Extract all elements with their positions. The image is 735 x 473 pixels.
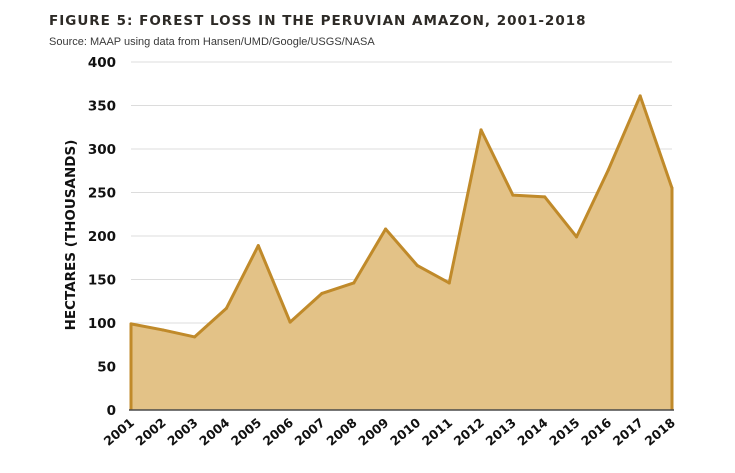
y-tick-350: 350	[88, 99, 116, 115]
x-tick-labels: 2001200220032004200520062007200820092010…	[101, 415, 678, 449]
data-point-2002	[161, 328, 165, 332]
y-tick-100: 100	[88, 316, 116, 332]
x-tick-2018: 2018	[642, 415, 678, 449]
y-tick-200: 200	[88, 229, 116, 245]
x-tick-2016: 2016	[578, 415, 615, 449]
x-tick-2006: 2006	[260, 415, 297, 449]
x-tick-2004: 2004	[196, 415, 233, 449]
data-point-2012	[479, 128, 483, 132]
area-fill	[131, 95, 672, 411]
data-point-2008	[352, 281, 356, 285]
x-tick-2014: 2014	[514, 415, 551, 449]
y-tick-400: 400	[88, 55, 116, 71]
x-tick-2010: 2010	[387, 415, 424, 449]
figure-source: Source: MAAP using data from Hansen/UMD/…	[49, 36, 375, 48]
x-tick-2013: 2013	[483, 415, 519, 449]
y-tick-0: 0	[107, 403, 116, 419]
figure-title: FIGURE 5: FOREST LOSS IN THE PERUVIAN AM…	[49, 13, 587, 29]
series-line	[129, 94, 674, 410]
x-tick-2009: 2009	[355, 415, 391, 449]
x-tick-2015: 2015	[546, 415, 582, 449]
data-point-2013	[511, 193, 515, 197]
y-tick-150: 150	[88, 273, 116, 289]
data-point-2003	[193, 335, 197, 339]
x-tick-2001: 2001	[101, 415, 137, 449]
data-point-2010	[415, 264, 419, 268]
x-tick-2012: 2012	[451, 415, 487, 449]
data-point-2016	[606, 168, 610, 172]
data-point-2007	[320, 291, 324, 295]
data-point-2006	[288, 320, 292, 324]
x-tick-2003: 2003	[164, 415, 200, 449]
series-area	[129, 94, 674, 411]
data-point-2005	[256, 244, 260, 248]
y-tick-250: 250	[88, 186, 116, 202]
x-tick-2017: 2017	[610, 415, 646, 449]
y-tick-labels: 0 50 100 150 200 250 300 350 400	[88, 55, 116, 419]
data-point-2009	[384, 227, 388, 231]
data-point-2001	[129, 322, 133, 326]
y-tick-50: 50	[97, 360, 116, 376]
data-point-2015	[575, 235, 579, 239]
data-point-2004	[224, 306, 228, 310]
y-axis-label: HECTARES (THOUSANDS)	[63, 140, 79, 331]
data-point-2011	[447, 281, 451, 285]
data-point-2018	[670, 186, 674, 190]
data-point-2014	[543, 195, 547, 199]
y-tick-300: 300	[88, 142, 116, 158]
x-tick-2005: 2005	[228, 415, 264, 449]
data-point-2017	[638, 94, 642, 98]
x-tick-2008: 2008	[323, 415, 359, 449]
x-tick-2011: 2011	[419, 415, 455, 449]
x-tick-2007: 2007	[292, 415, 328, 449]
x-tick-2002: 2002	[132, 415, 168, 449]
